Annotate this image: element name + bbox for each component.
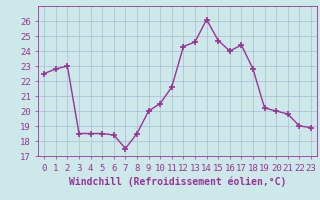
X-axis label: Windchill (Refroidissement éolien,°C): Windchill (Refroidissement éolien,°C) (69, 177, 286, 187)
